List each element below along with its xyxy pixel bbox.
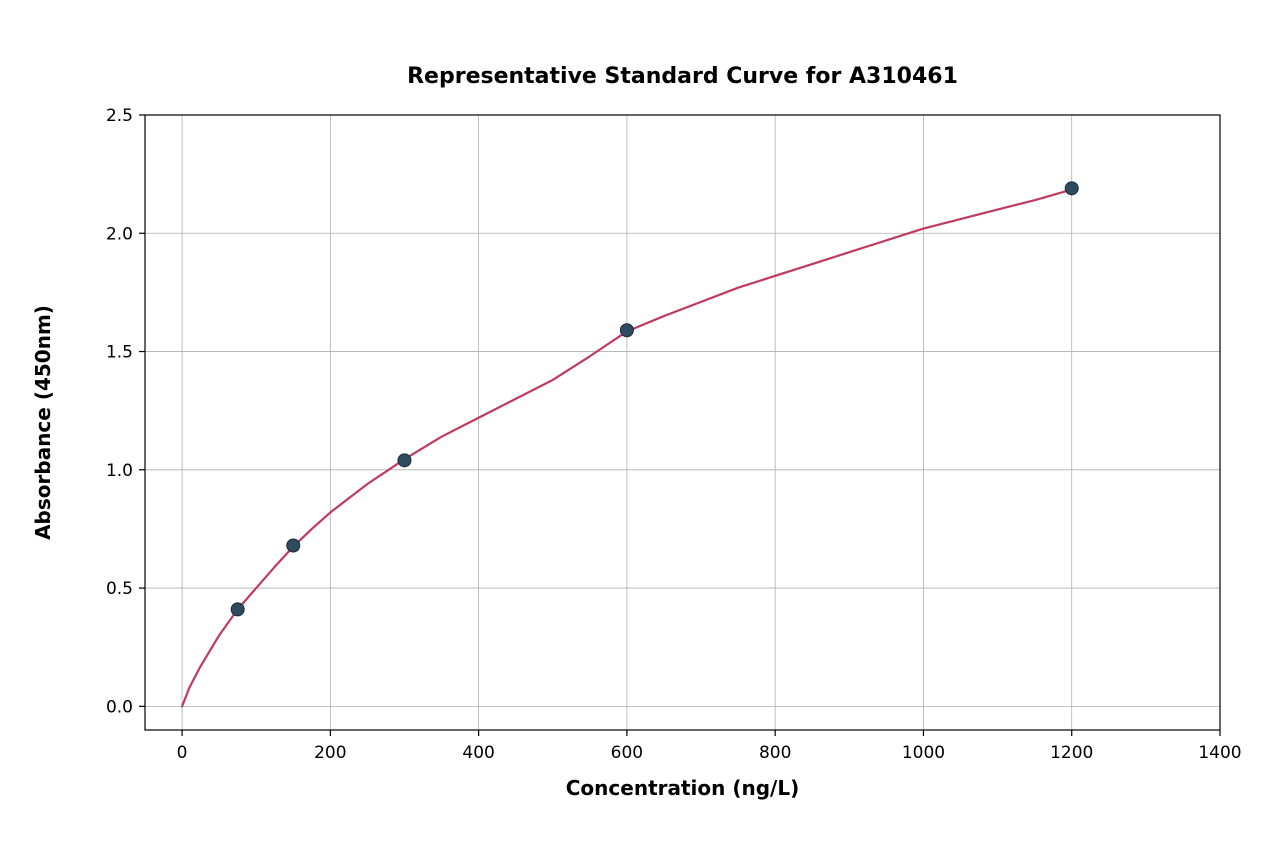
x-tick-label: 600 [611, 743, 643, 763]
data-point [287, 539, 300, 552]
y-axis-label: Absorbance (450nm) [31, 305, 55, 540]
y-tick-label: 0.5 [106, 579, 133, 599]
y-tick-label: 2.5 [106, 106, 133, 126]
data-point [398, 454, 411, 467]
x-axis-label: Concentration (ng/L) [566, 776, 799, 800]
y-tick-label: 1.0 [106, 461, 133, 481]
standard-curve-chart: 0 200 400 600 800 1000 1200 1400 0.0 0.5 1.0 1.5 2.0… [0, 0, 1280, 845]
plot-area [145, 115, 1220, 730]
x-tick-label: 400 [462, 743, 494, 763]
x-tick-label: 1000 [902, 743, 945, 763]
data-point [1065, 182, 1078, 195]
y-tick-label: 0.0 [106, 697, 133, 717]
chart-container: 0 200 400 600 800 1000 1200 1400 0.0 0.5 1.0 1.5 2.0… [0, 0, 1280, 845]
data-point [231, 603, 244, 616]
x-tick-label: 200 [314, 743, 346, 763]
y-tick-label: 1.5 [106, 343, 133, 363]
x-tick-label: 1400 [1198, 743, 1241, 763]
x-tick-label: 800 [759, 743, 791, 763]
y-tick-label: 2.0 [106, 224, 133, 244]
x-tick-label: 1200 [1050, 743, 1093, 763]
data-point [620, 324, 633, 337]
x-tick-label: 0 [177, 743, 188, 763]
chart-title: Representative Standard Curve for A31046… [407, 64, 958, 89]
